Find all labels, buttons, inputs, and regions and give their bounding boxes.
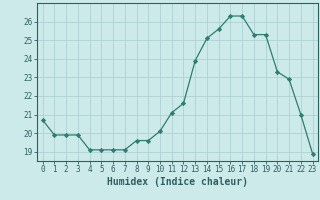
X-axis label: Humidex (Indice chaleur): Humidex (Indice chaleur) bbox=[107, 177, 248, 187]
